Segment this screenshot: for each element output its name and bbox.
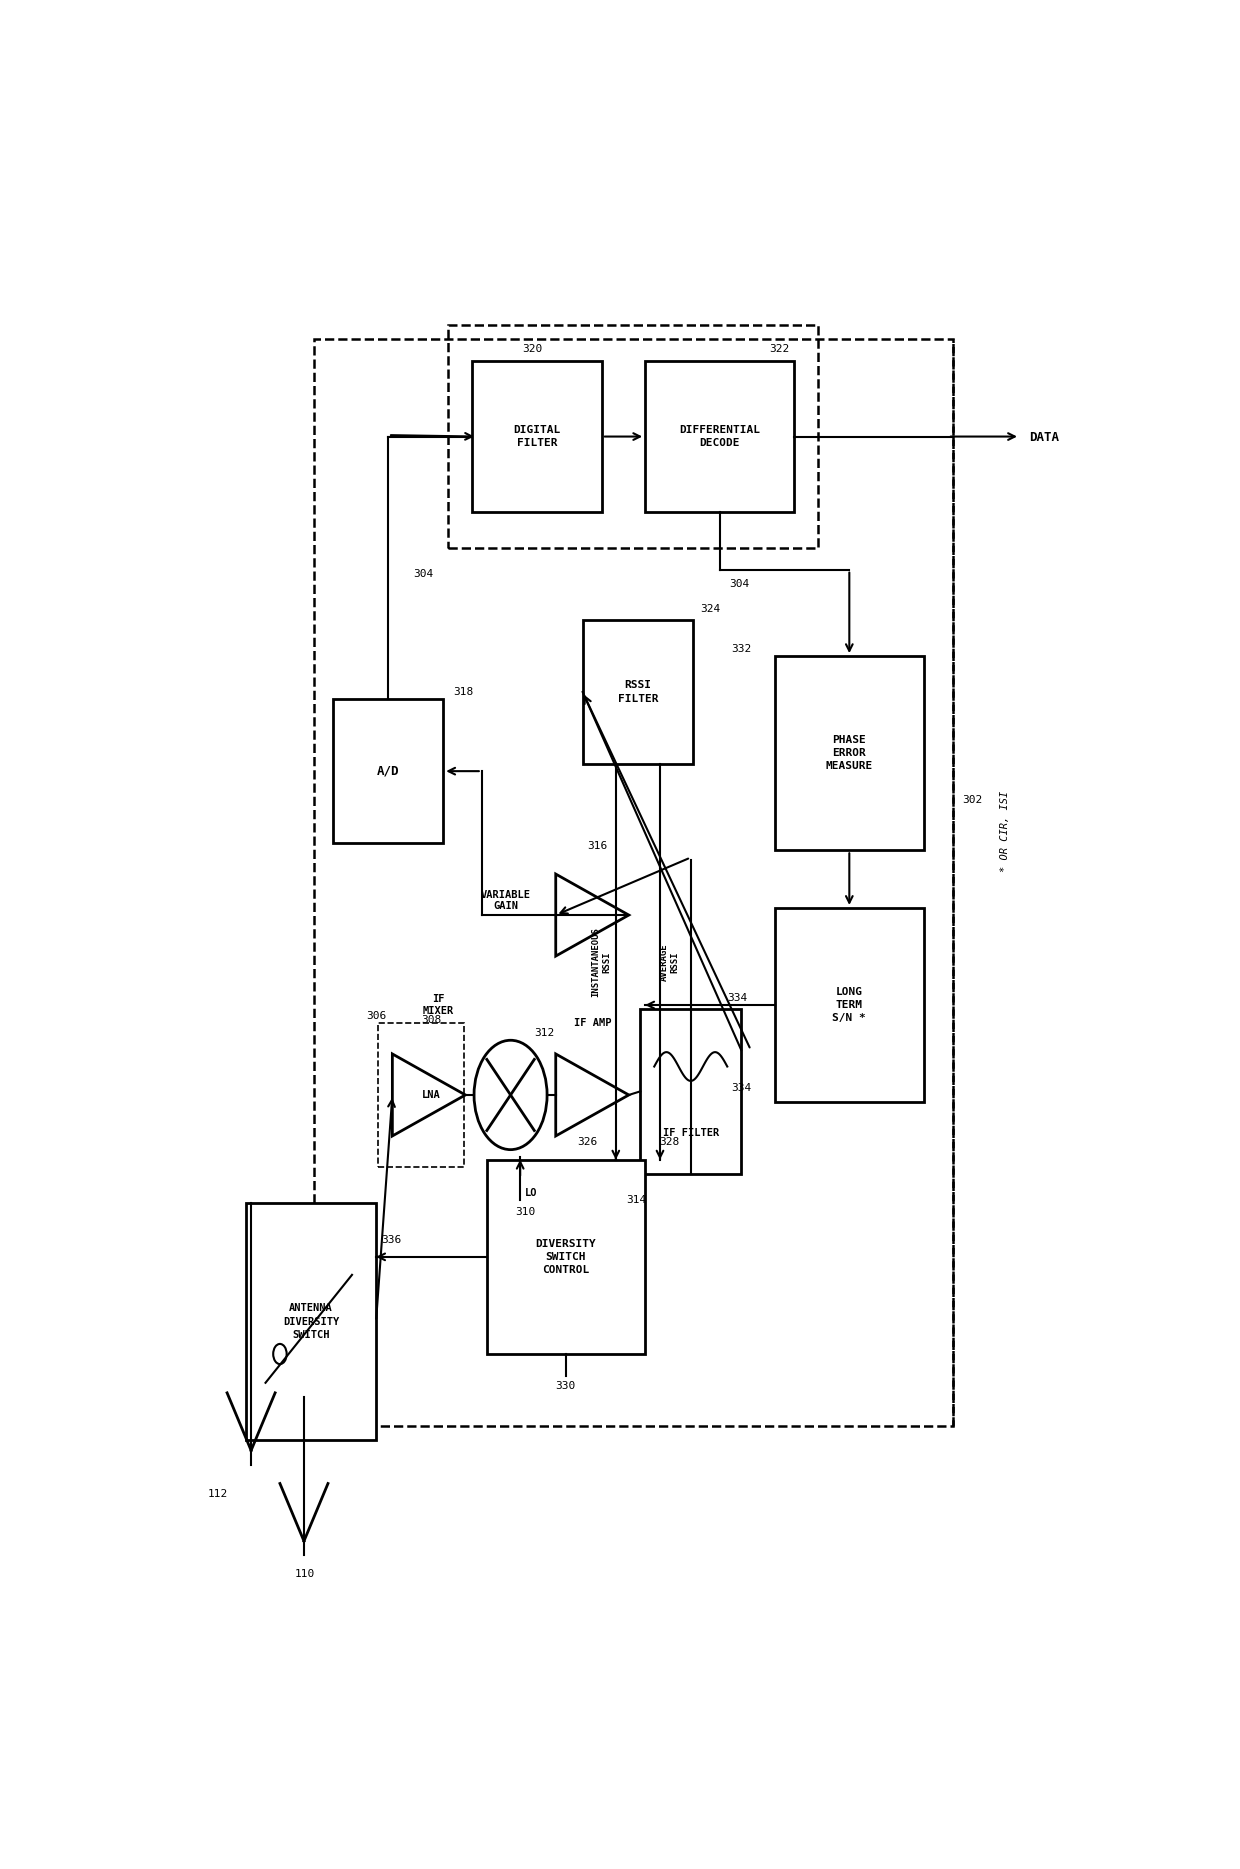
Text: 328: 328 — [660, 1138, 680, 1148]
Text: AVERAGE
RSSI: AVERAGE RSSI — [660, 944, 680, 981]
FancyBboxPatch shape — [775, 656, 924, 850]
FancyBboxPatch shape — [332, 699, 444, 843]
Text: 318: 318 — [453, 688, 474, 697]
Text: LO: LO — [525, 1189, 537, 1198]
Text: 322: 322 — [769, 344, 789, 355]
Text: 302: 302 — [962, 794, 982, 806]
Text: 330: 330 — [556, 1381, 575, 1391]
Text: 304: 304 — [729, 579, 749, 589]
Text: 304: 304 — [413, 568, 434, 579]
Text: 110: 110 — [294, 1570, 315, 1579]
FancyBboxPatch shape — [472, 361, 601, 512]
Text: 332: 332 — [732, 643, 751, 654]
Text: DIVERSITY
SWITCH
CONTROL: DIVERSITY SWITCH CONTROL — [536, 1239, 596, 1275]
Text: DIFFERENTIAL
DECODE: DIFFERENTIAL DECODE — [680, 424, 760, 449]
Text: 320: 320 — [522, 344, 542, 355]
Text: ANTENNA
DIVERSITY
SWITCH: ANTENNA DIVERSITY SWITCH — [283, 1303, 340, 1340]
Text: 334: 334 — [732, 1082, 751, 1093]
Text: DATA: DATA — [1029, 430, 1059, 443]
FancyBboxPatch shape — [486, 1159, 645, 1353]
Text: 312: 312 — [534, 1028, 554, 1037]
Text: PHASE
ERROR
MEASURE: PHASE ERROR MEASURE — [826, 735, 873, 772]
FancyBboxPatch shape — [247, 1204, 376, 1441]
FancyBboxPatch shape — [645, 361, 794, 512]
Text: IF
MIXER: IF MIXER — [423, 994, 454, 1015]
Text: RSSI
FILTER: RSSI FILTER — [618, 680, 658, 703]
Text: 334: 334 — [727, 992, 746, 1004]
Text: DIGITAL
FILTER: DIGITAL FILTER — [513, 424, 560, 449]
Text: LONG
TERM
S/N *: LONG TERM S/N * — [832, 987, 867, 1022]
FancyBboxPatch shape — [640, 1009, 742, 1174]
FancyBboxPatch shape — [583, 621, 693, 764]
Text: 310: 310 — [516, 1207, 536, 1217]
Text: 308: 308 — [422, 1015, 441, 1024]
Text: IF AMP: IF AMP — [574, 1019, 611, 1028]
Text: 306: 306 — [367, 1011, 387, 1020]
Text: A/D: A/D — [377, 764, 399, 778]
FancyBboxPatch shape — [775, 908, 924, 1103]
Text: * OR CIR, ISI: * OR CIR, ISI — [1001, 791, 1011, 871]
Text: VARIABLE
GAIN: VARIABLE GAIN — [481, 890, 531, 912]
Text: 112: 112 — [208, 1488, 228, 1499]
Text: 324: 324 — [701, 604, 720, 613]
Text: IF FILTER: IF FILTER — [662, 1127, 719, 1138]
Text: 314: 314 — [626, 1194, 646, 1206]
Text: 316: 316 — [587, 841, 608, 850]
Text: 336: 336 — [381, 1235, 401, 1245]
Text: 326: 326 — [577, 1138, 598, 1148]
Text: INSTANTANEOUS
RSSI: INSTANTANEOUS RSSI — [591, 927, 611, 996]
Text: LNA: LNA — [422, 1090, 440, 1101]
